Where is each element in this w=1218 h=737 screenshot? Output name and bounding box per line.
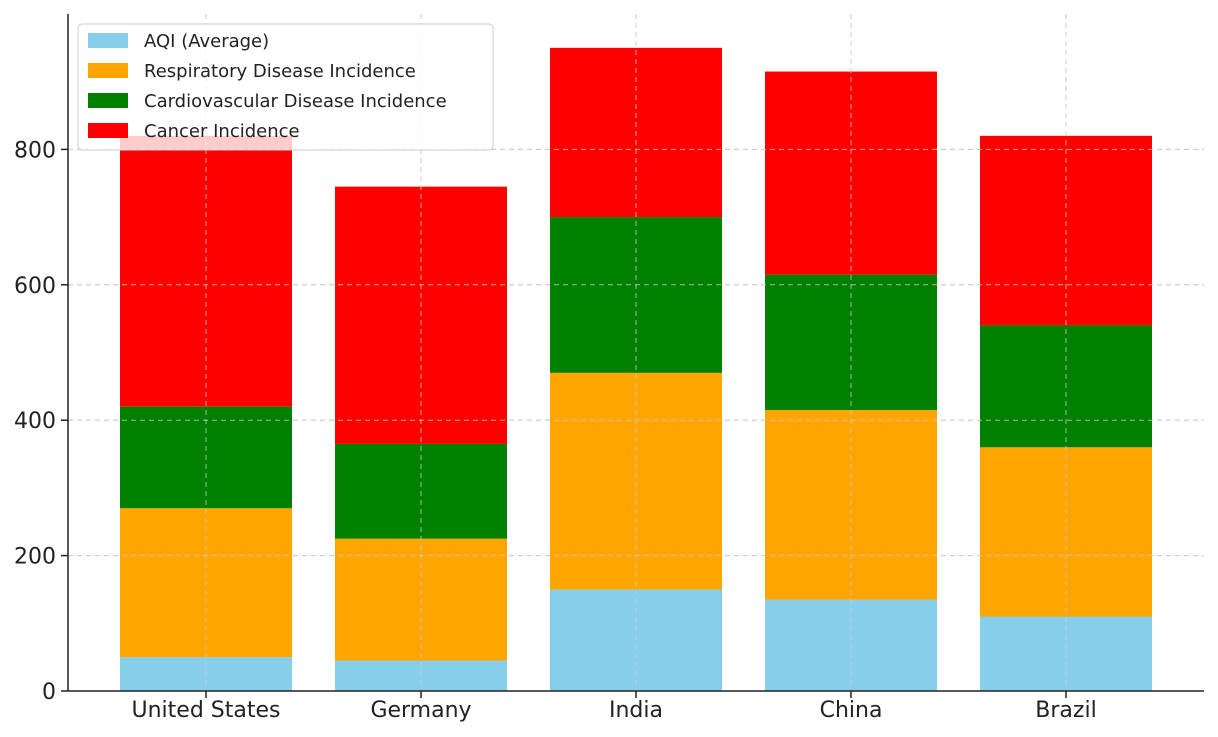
legend-swatch (88, 33, 128, 48)
legend-swatch (88, 123, 128, 138)
x-ticks: United States Germany India China Brazil (132, 691, 1097, 723)
y-tick-label: 400 (14, 409, 56, 434)
y-ticks: 0 200 400 600 800 (14, 138, 68, 705)
legend: AQI (Average) Respiratory Disease Inciden… (77, 23, 494, 151)
y-tick-label: 600 (14, 274, 56, 299)
legend-box (77, 23, 494, 151)
x-tick-label: China (820, 698, 883, 723)
x-tick-label: India (609, 698, 663, 723)
y-tick-label: 200 (14, 545, 56, 570)
y-tick-label: 800 (14, 138, 56, 163)
bars (120, 47, 1152, 691)
bar-segment (550, 372, 722, 590)
x-tick-label: Brazil (1035, 698, 1096, 723)
legend-label: Respiratory Disease Incidence (144, 61, 416, 82)
legend-label: AQI (Average) (144, 31, 269, 52)
x-tick-label: United States (132, 698, 281, 723)
legend-label: Cardiovascular Disease Incidence (144, 91, 447, 112)
x-tick-label: Germany (370, 698, 471, 723)
legend-label: Cancer Incidence (144, 121, 300, 142)
y-tick-label: 0 (42, 680, 56, 705)
legend-swatch (88, 93, 128, 108)
legend-swatch (88, 63, 128, 78)
bar-segment (765, 71, 937, 275)
